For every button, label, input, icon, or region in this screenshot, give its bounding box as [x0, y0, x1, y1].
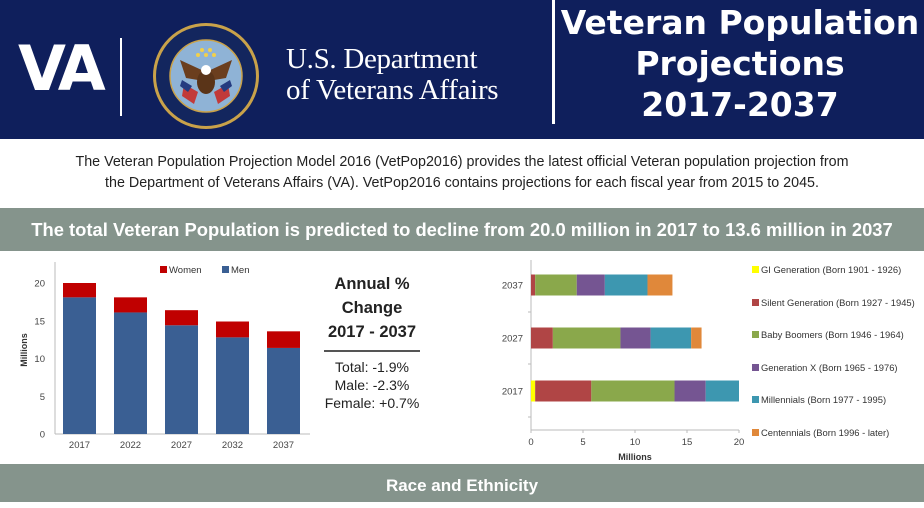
annual-change-male: Male: -2.3%: [334, 377, 410, 393]
bar-segment-1-2017: [535, 380, 592, 402]
legend-label: Centennials (Born 1996 - later): [761, 426, 890, 438]
generation-stacked-bar-chart: 0 5 10 15 20 Millions 2017 2027 2037: [502, 260, 745, 462]
title-divider: [552, 0, 555, 124]
bar-segment-3-2037: [576, 274, 605, 296]
y-tick-label: 5: [40, 392, 45, 403]
bar-segment-1-2037: [531, 274, 536, 296]
legend-item: Generation X (Born 1965 - 1976): [752, 362, 898, 373]
x-tick-label: 15: [682, 437, 693, 448]
intro-line2: the Department of Veterans Affairs (VA).…: [105, 175, 819, 191]
x-tick-label: 2027: [171, 440, 192, 451]
bar-men-2027: [165, 325, 198, 434]
va-seal-icon: [153, 23, 259, 129]
y-tick-label: 15: [34, 316, 45, 327]
y-tick-label: 10: [34, 354, 45, 365]
va-logo: VA: [18, 32, 106, 105]
department-line1: U.S. Department: [286, 43, 478, 75]
legend-item: Silent Generation (Born 1927 - 1945): [752, 297, 915, 308]
intro-text: The Veteran Population Projection Model …: [0, 152, 924, 194]
legend-swatch: [752, 266, 759, 273]
annual-change-heading1: Annual %: [334, 275, 410, 293]
intro-line1: The Veteran Population Projection Model …: [75, 154, 849, 170]
y-tick-label: 2027: [502, 334, 523, 345]
department-name: U.S. Department of Veterans Affairs: [286, 43, 499, 106]
legend-swatch: [752, 363, 759, 371]
legend-swatch: [752, 331, 759, 338]
bar-women-2017: [63, 283, 96, 298]
bar-segment-5-2037: [647, 274, 673, 296]
legend-label-men: Men: [231, 265, 249, 276]
annual-change-total: Total: -1.9%: [335, 359, 409, 375]
x-axis-title: Millions: [618, 452, 652, 462]
bar-men-2037: [267, 347, 300, 434]
bar-segment-1-2027: [531, 327, 553, 349]
annual-change-heading3: 2017 - 2037: [327, 323, 417, 341]
bar-segment-2-2027: [552, 327, 621, 349]
bar-segment-2-2017: [591, 380, 675, 402]
legend-label: GI Generation (Born 1901 - 1926): [761, 264, 902, 275]
annual-change-female: Female: +0.7%: [324, 395, 420, 411]
legend-label: Generation X (Born 1965 - 1976): [761, 361, 898, 373]
x-tick-label: 2037: [273, 440, 294, 451]
title-line2: Projections: [635, 44, 845, 83]
x-tick-label: 10: [630, 437, 641, 448]
title-line1: Veteran Population: [560, 3, 920, 42]
x-tick-label: 2022: [120, 440, 141, 451]
department-line2: of Veterans Affairs: [286, 74, 499, 106]
bar-women-2032: [216, 321, 249, 338]
legend-item: Millennials (Born 1977 - 1995): [752, 394, 886, 405]
x-tick-label: 0: [528, 437, 533, 448]
page-title: Veteran Population Projections 2017-2037: [556, 2, 924, 125]
x-tick-label: 5: [580, 437, 585, 448]
title-line3: 2017-2037: [641, 85, 839, 124]
bar-men-2017: [63, 297, 96, 434]
x-tick-label: 2017: [69, 440, 90, 451]
bar-women-2037: [267, 331, 300, 348]
bar-men-2022: [114, 312, 147, 434]
bar-segment-5-2027: [691, 327, 702, 349]
y-tick-label: 2017: [502, 387, 523, 398]
bar-segment-4-2017: [705, 380, 739, 402]
bar-segment-2-2037: [535, 274, 577, 296]
bar-segment-3-2017: [674, 380, 706, 402]
legend-label: Millennials (Born 1977 - 1995): [761, 394, 887, 405]
race-ethnicity-banner: Race and Ethnicity: [0, 464, 924, 502]
legend-swatch: [752, 298, 759, 306]
y-tick-label: 2037: [502, 281, 523, 292]
annual-change-panel: Annual % Change 2017 - 2037 Total: -1.9%…: [312, 272, 432, 412]
legend-item: Centennials (Born 1996 - later): [752, 427, 889, 438]
bar-women-2027: [165, 310, 198, 326]
summary-banner: The total Veteran Population is predicte…: [0, 208, 924, 251]
legend-item: GI Generation (Born 1901 - 1926): [752, 264, 901, 275]
legend-item: Baby Boomers (Born 1946 - 1964): [752, 329, 904, 340]
bar-women-2022: [114, 297, 147, 313]
bar-segment-3-2027: [620, 327, 651, 349]
y-axis-title: Millions: [19, 333, 29, 367]
bar-segment-4-2027: [650, 327, 692, 349]
legend-label-women: Women: [169, 265, 202, 276]
legend-swatch-women: [160, 266, 167, 273]
legend-label: Baby Boomers (Born 1946 - 1964): [761, 329, 904, 340]
logo-divider: [120, 38, 122, 116]
legend-swatch-men: [222, 266, 229, 273]
bar-men-2032: [216, 337, 249, 434]
bar-segment-0-2017: [531, 380, 536, 402]
annual-change-heading2: Change: [341, 299, 403, 317]
x-tick-label: 20: [734, 437, 745, 448]
x-tick-label: 2032: [222, 440, 243, 451]
legend-swatch: [752, 428, 759, 436]
header-banner: VA U.S. Department of Veterans Affairs V…: [0, 0, 924, 139]
y-tick-label: 20: [34, 279, 45, 290]
bar-segment-4-2037: [604, 274, 648, 296]
gender-stacked-bar-chart: 0 5 10 15 20 Millions 2017 2022 2027 2032 2037 Wome…: [19, 262, 310, 451]
y-tick-label: 0: [40, 430, 45, 441]
legend-label: Silent Generation (Born 1927 - 1945): [761, 296, 915, 308]
legend-swatch: [752, 396, 759, 403]
annual-change-divider: [324, 350, 420, 352]
